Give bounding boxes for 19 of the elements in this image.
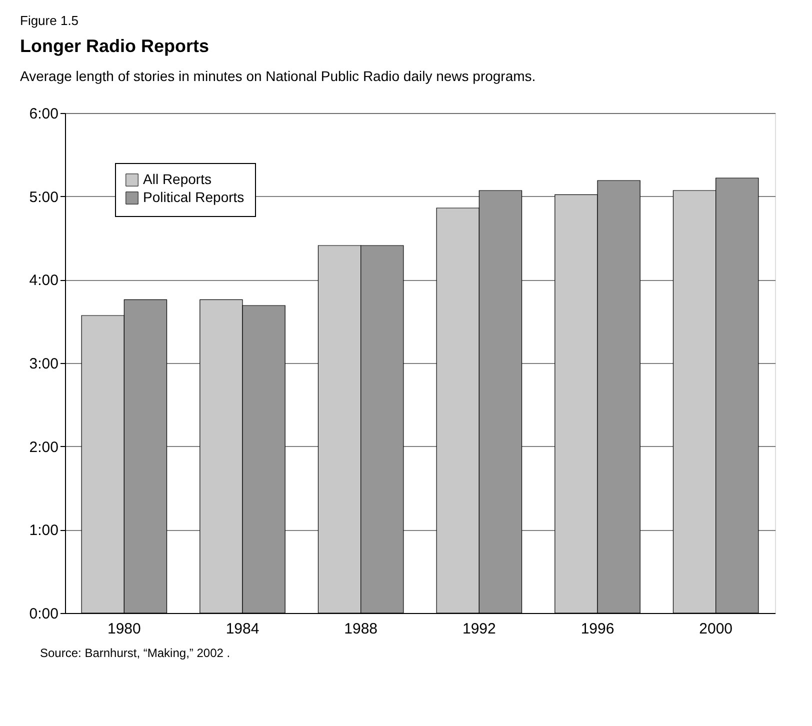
y-tick-label: 0:00: [29, 606, 58, 622]
chart-subtitle: Average length of stories in minutes on National Public Radio daily news programs.: [20, 68, 536, 84]
y-tick-label: 3:00: [29, 356, 58, 372]
y-tick-label: 2:00: [29, 438, 58, 456]
legend-label: Political Reports: [143, 189, 244, 205]
y-tick-label: 6:00: [29, 106, 58, 122]
x-tick-label: 1984: [226, 620, 260, 638]
x-tick-label: 1996: [580, 620, 614, 638]
y-tick-label: 1:00: [29, 522, 58, 540]
x-tick-label: 1992: [462, 620, 496, 638]
x-tick-label: 2000: [699, 620, 733, 638]
y-tick-label: 4:00: [29, 272, 58, 290]
x-tick-label: 1988: [344, 620, 378, 638]
caption: Figure 1.5: [20, 13, 79, 28]
source-note: Source: Barnhurst, “Making,” 2002 .: [40, 646, 230, 660]
chart-title: Longer Radio Reports: [20, 36, 210, 56]
y-tick-label: 5:00: [29, 188, 58, 206]
x-tick-label: 1980: [107, 620, 141, 638]
legend-label: All Reports: [143, 171, 212, 187]
